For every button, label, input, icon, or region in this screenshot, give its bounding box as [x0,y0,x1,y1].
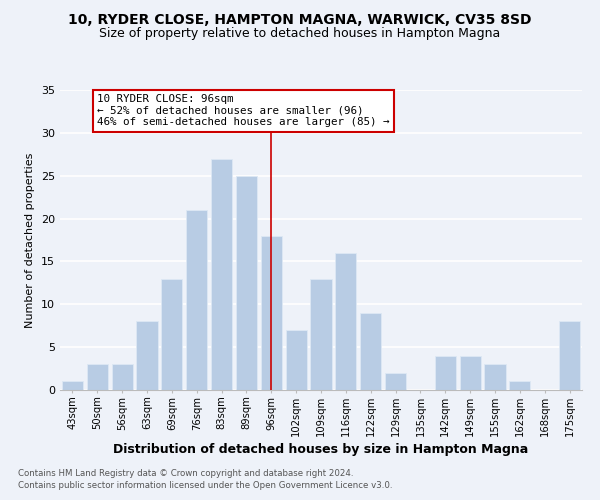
Bar [435,356,456,390]
Text: Size of property relative to detached houses in Hampton Magna: Size of property relative to detached ho… [100,28,500,40]
Bar [310,278,332,390]
Bar [261,236,282,390]
Bar [360,313,381,390]
Bar [335,253,356,390]
Text: Contains public sector information licensed under the Open Government Licence v3: Contains public sector information licen… [18,481,392,490]
Bar [87,364,108,390]
Bar [186,210,207,390]
Bar [136,322,158,390]
Text: 10 RYDER CLOSE: 96sqm
← 52% of detached houses are smaller (96)
46% of semi-deta: 10 RYDER CLOSE: 96sqm ← 52% of detached … [97,94,390,128]
Bar [286,330,307,390]
Text: 10, RYDER CLOSE, HAMPTON MAGNA, WARWICK, CV35 8SD: 10, RYDER CLOSE, HAMPTON MAGNA, WARWICK,… [68,12,532,26]
Y-axis label: Number of detached properties: Number of detached properties [25,152,35,328]
Bar [161,278,182,390]
Bar [559,322,580,390]
Bar [112,364,133,390]
Bar [509,382,530,390]
Bar [460,356,481,390]
Text: Distribution of detached houses by size in Hampton Magna: Distribution of detached houses by size … [113,442,529,456]
Bar [236,176,257,390]
Bar [62,382,83,390]
Text: Contains HM Land Registry data © Crown copyright and database right 2024.: Contains HM Land Registry data © Crown c… [18,468,353,477]
Bar [211,158,232,390]
Bar [484,364,506,390]
Bar [385,373,406,390]
